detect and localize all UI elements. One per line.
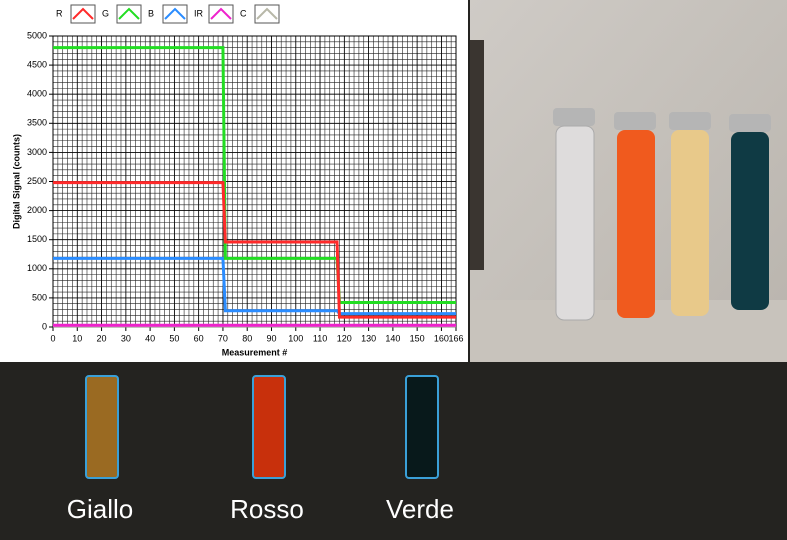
x-tick-label: 30: [121, 333, 131, 343]
x-tick-label: 100: [288, 333, 303, 343]
y-tick-label: 3500: [27, 118, 47, 128]
y-tick-label: 2500: [27, 176, 47, 186]
x-tick-label: 60: [194, 333, 204, 343]
y-tick-label: 1500: [27, 234, 47, 244]
x-tick-label: 90: [266, 333, 276, 343]
x-tick-label: 160: [434, 333, 449, 343]
color-swatch: [406, 376, 438, 478]
x-tick-label: 0: [50, 333, 55, 343]
swatch-label: Giallo: [67, 494, 133, 524]
cap: [729, 114, 771, 132]
x-tick-label: 110: [313, 333, 327, 343]
y-tick-label: 3000: [27, 147, 47, 157]
screen: 0500100015002000250030003500400045005000…: [0, 0, 787, 540]
y-tick-label: 1000: [27, 263, 47, 273]
legend-label: G: [102, 8, 109, 18]
color-swatch: [253, 376, 285, 478]
legend-label: IR: [194, 8, 204, 18]
x-tick-label: 130: [361, 333, 376, 343]
y-tick-label: 4000: [27, 89, 47, 99]
x-tick-label: 140: [385, 333, 400, 343]
legend-label: R: [56, 8, 63, 18]
swatch-label: Rosso: [230, 494, 304, 524]
y-tick-label: 500: [32, 292, 47, 302]
x-tick-label: 120: [337, 333, 352, 343]
y-axis-label: Digital Signal (counts): [11, 134, 21, 229]
x-tick-label: 20: [97, 333, 107, 343]
tube: [617, 130, 655, 318]
cap: [614, 112, 656, 130]
x-tick-label: 150: [410, 333, 425, 343]
y-tick-label: 2000: [27, 205, 47, 215]
legend-label: B: [148, 8, 154, 18]
tube: [556, 126, 594, 320]
cap: [669, 112, 711, 130]
y-tick-label: 4500: [27, 59, 47, 69]
x-axis-label: Measurement #: [222, 347, 288, 357]
y-tick-label: 5000: [27, 30, 47, 40]
photo: [470, 0, 787, 362]
cap: [553, 108, 595, 126]
x-tick-label: 40: [145, 333, 155, 343]
color-swatch: [86, 376, 118, 478]
x-tick-label: 166: [448, 333, 463, 343]
legend-label: C: [240, 8, 247, 18]
canvas: 0500100015002000250030003500400045005000…: [0, 0, 787, 540]
tube: [671, 130, 709, 316]
swatch-label: Verde: [386, 494, 454, 524]
object: [470, 40, 484, 270]
y-tick-label: 0: [42, 321, 47, 331]
x-tick-label: 50: [169, 333, 179, 343]
x-tick-label: 10: [72, 333, 82, 343]
x-tick-label: 70: [218, 333, 228, 343]
tube: [731, 132, 769, 310]
x-tick-label: 80: [242, 333, 252, 343]
